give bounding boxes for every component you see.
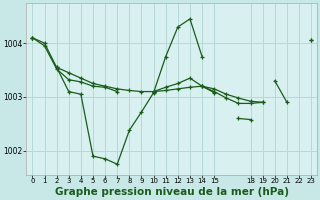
X-axis label: Graphe pression niveau de la mer (hPa): Graphe pression niveau de la mer (hPa): [55, 187, 289, 197]
